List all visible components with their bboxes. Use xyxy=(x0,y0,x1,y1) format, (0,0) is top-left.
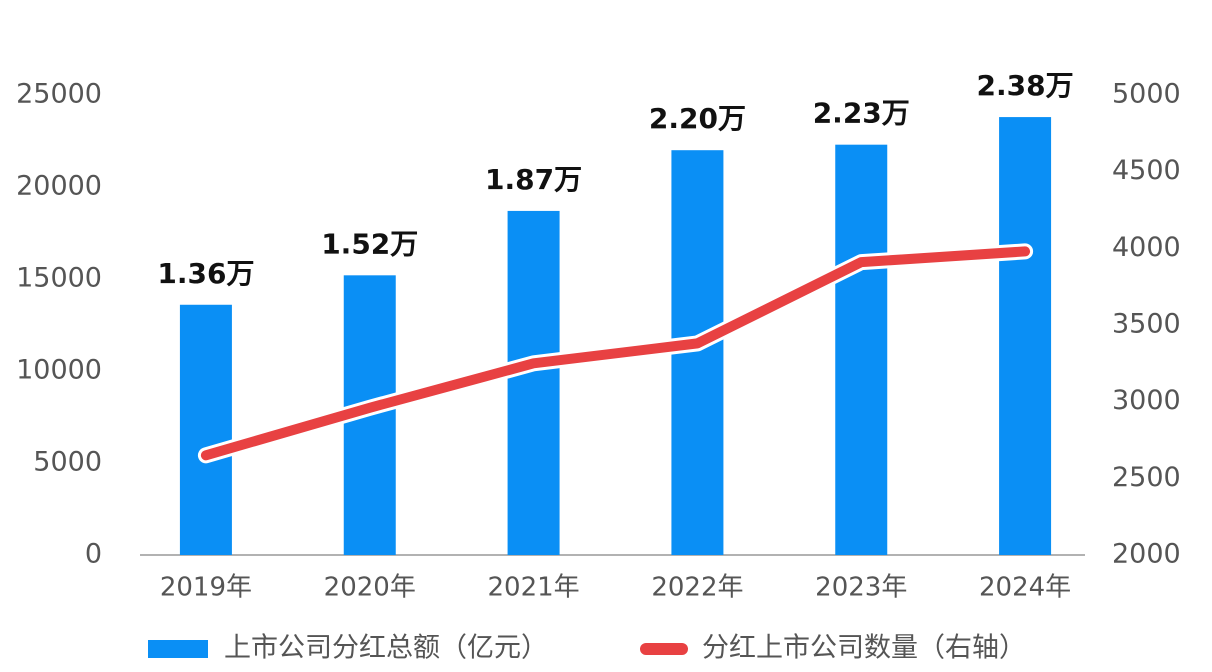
y2-tick-label: 3000 xyxy=(1112,385,1181,416)
x-tick-label: 2019年 xyxy=(160,573,252,603)
legend-swatch xyxy=(148,640,208,658)
y-tick-label: 5000 xyxy=(33,447,102,478)
bar xyxy=(507,210,560,556)
y2-tick-label: 4000 xyxy=(1112,232,1181,263)
x-tick-label: 2020年 xyxy=(324,573,416,603)
legend-label: 分红上市公司数量（右轴） xyxy=(702,633,1026,664)
data-label: 2.38万 xyxy=(977,69,1074,102)
legend-label: 上市公司分红总额（亿元） xyxy=(224,633,548,664)
data-label: 1.52万 xyxy=(321,227,418,260)
bar xyxy=(999,117,1052,555)
y2-tick-label: 3500 xyxy=(1112,309,1181,340)
bar xyxy=(179,304,232,555)
bar xyxy=(835,144,888,555)
line xyxy=(200,246,1031,461)
y-tick-label: 25000 xyxy=(16,79,102,110)
data-label: 1.36万 xyxy=(157,257,254,290)
x-tick-label: 2023年 xyxy=(815,573,907,603)
data-label: 2.20万 xyxy=(649,102,746,135)
x-tick-label: 2022年 xyxy=(651,573,743,603)
y2-tick-label: 5000 xyxy=(1112,79,1181,110)
data-label: 1.87万 xyxy=(485,163,582,196)
y2-tick-label: 2000 xyxy=(1112,539,1181,570)
y2-tick-label: 2500 xyxy=(1112,462,1181,493)
x-tick-label: 2021年 xyxy=(487,573,579,603)
y2-tick-label: 4500 xyxy=(1112,155,1181,186)
data-label: 2.23万 xyxy=(813,97,910,130)
y-tick-label: 10000 xyxy=(16,355,102,386)
x-tick-label: 2024年 xyxy=(979,573,1071,603)
y-tick-label: 15000 xyxy=(16,263,102,294)
y-tick-label: 20000 xyxy=(16,171,102,202)
y-tick-label: 0 xyxy=(85,539,102,570)
